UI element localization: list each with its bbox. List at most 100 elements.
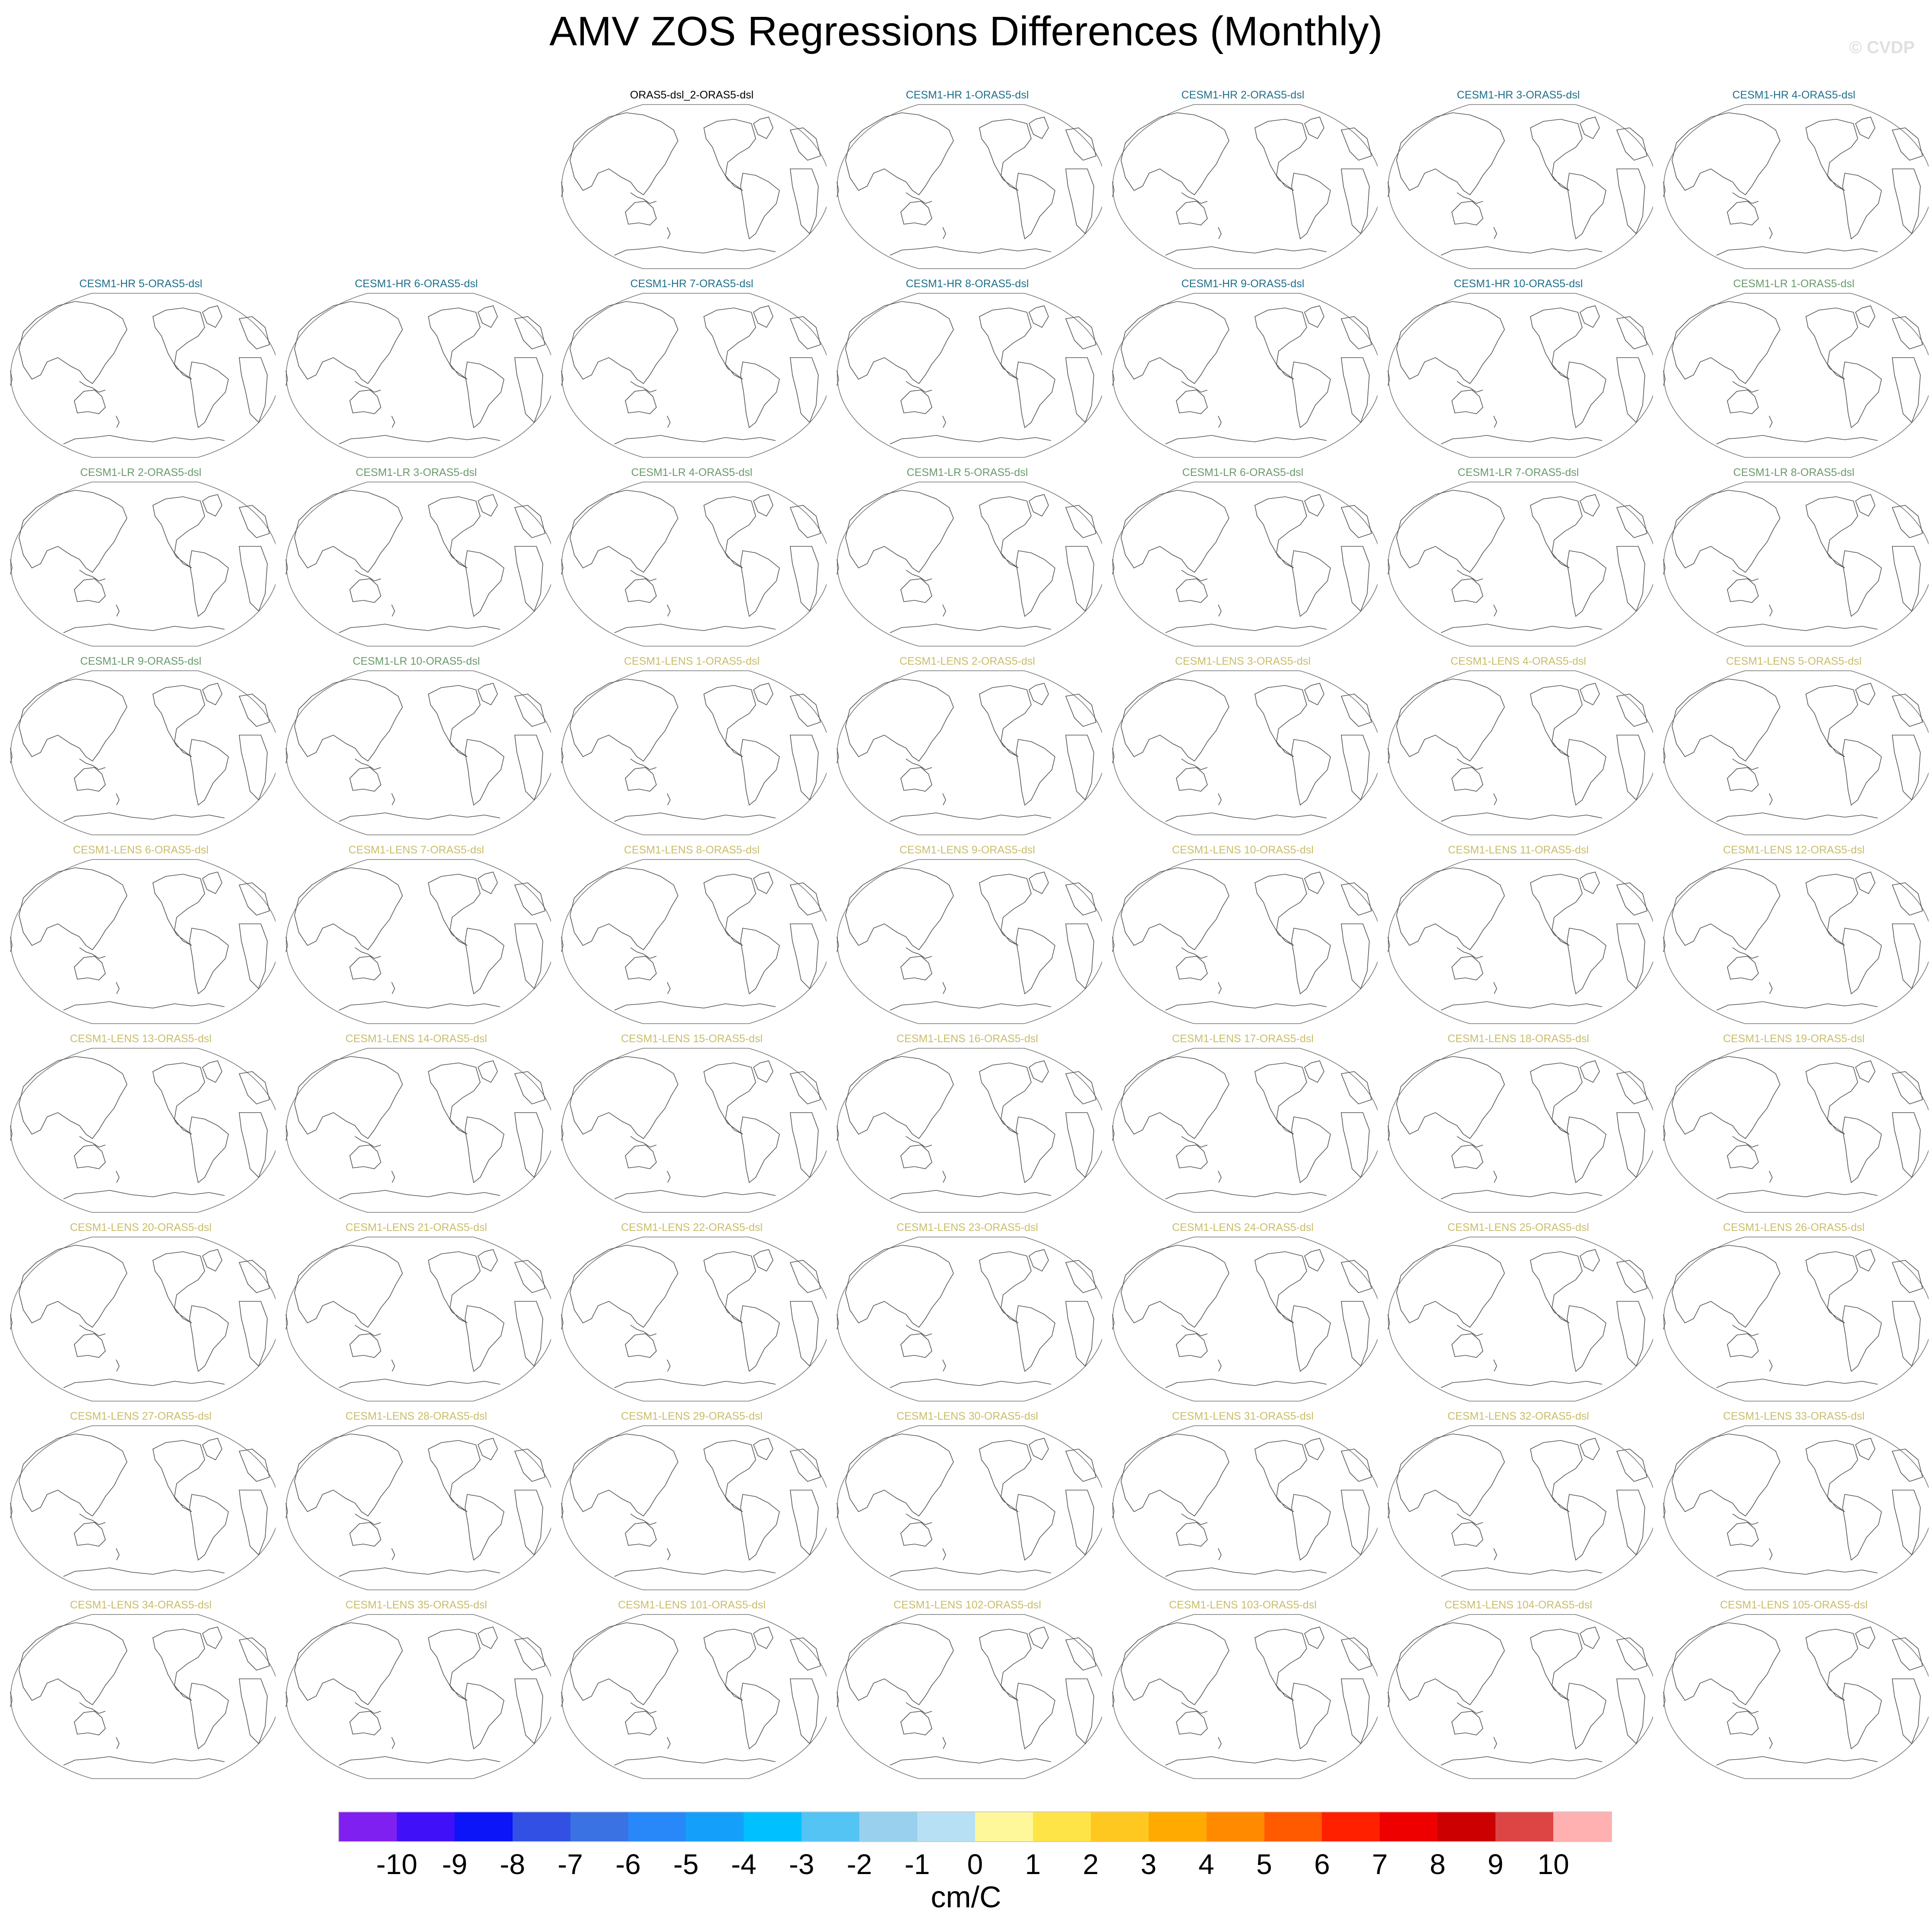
panel-title: CESM1-LENS 13-ORAS5-dsl [70,1033,212,1045]
map-panel: CESM1-LENS 23-ORAS5-dsl [833,1220,1102,1402]
panel-title: CESM1-LENS 2-ORAS5-dsl [899,655,1035,667]
globe-map [557,104,827,269]
colorbar-box [1438,1812,1496,1841]
panel-title: CESM1-LENS 6-ORAS5-dsl [73,844,209,856]
panel-title: CESM1-LENS 4-ORAS5-dsl [1451,655,1586,667]
map-panel: CESM1-LENS 1-ORAS5-dsl [557,654,827,835]
map-panel: CESM1-LENS 11-ORAS5-dsl [1384,843,1653,1024]
panel-title: CESM1-HR 9-ORAS5-dsl [1181,278,1305,290]
map-panel: CESM1-HR 4-ORAS5-dsl [1659,88,1929,269]
colorbar-box [1322,1812,1380,1841]
panel-title: CESM1-HR 5-ORAS5-dsl [79,278,203,290]
map-panel: CESM1-HR 6-ORAS5-dsl [282,276,551,458]
globe-map [282,293,551,458]
globe-map [6,1237,276,1402]
panel-title: CESM1-LENS 21-ORAS5-dsl [345,1221,487,1234]
map-panel: CESM1-LENS 33-ORAS5-dsl [1659,1409,1929,1590]
panel-title: CESM1-LR 8-ORAS5-dsl [1733,466,1855,479]
panel-title: CESM1-LR 4-ORAS5-dsl [631,466,753,479]
globe-map [1108,1048,1378,1213]
map-panel: CESM1-LENS 29-ORAS5-dsl [557,1409,827,1590]
map-panel: CESM1-HR 1-ORAS5-dsl [833,88,1102,269]
globe-map [557,670,827,835]
map-panel: CESM1-LR 9-ORAS5-dsl [6,654,276,835]
panel-title: ORAS5-dsl_2-ORAS5-dsl [630,89,754,101]
globe-map [833,1237,1102,1402]
colorbar-tick-label: 8 [1429,1848,1446,1880]
map-panel: CESM1-LENS 35-ORAS5-dsl [282,1598,551,1779]
panel-title: CESM1-LENS 102-ORAS5-dsl [893,1599,1041,1611]
colorbar-tick-label: 10 [1537,1848,1569,1880]
panel-title: CESM1-LENS 26-ORAS5-dsl [1723,1221,1865,1234]
globe-map [1659,859,1929,1024]
globe-map [282,1425,551,1590]
globe-map [1659,104,1929,269]
colorbar-box [1148,1812,1207,1841]
colorbar-box [1090,1812,1149,1841]
panel-title: CESM1-LENS 31-ORAS5-dsl [1172,1410,1314,1422]
map-panel: CESM1-LENS 4-ORAS5-dsl [1384,654,1653,835]
map-panel: CESM1-HR 5-ORAS5-dsl [6,276,276,458]
globe-map [833,1048,1102,1213]
globe-map [282,1237,551,1402]
map-panel: CESM1-LENS 26-ORAS5-dsl [1659,1220,1929,1402]
globe-map [833,670,1102,835]
panel-title: CESM1-LENS 18-ORAS5-dsl [1447,1033,1589,1045]
map-panel: CESM1-LR 8-ORAS5-dsl [1659,465,1929,647]
globe-map [1108,293,1378,458]
panel-title: CESM1-LENS 10-ORAS5-dsl [1172,844,1314,856]
globe-map [1108,482,1378,647]
colorbar-tick-label: 2 [1083,1848,1099,1880]
map-panel: CESM1-LENS 28-ORAS5-dsl [282,1409,551,1590]
panel-title: CESM1-LR 3-ORAS5-dsl [355,466,477,479]
colorbar-tick-label: -5 [673,1848,699,1880]
colorbar-tick-label: -1 [904,1848,930,1880]
globe-map [1659,1425,1929,1590]
map-panel: CESM1-LR 6-ORAS5-dsl [1108,465,1378,647]
panel-title: CESM1-LENS 27-ORAS5-dsl [70,1410,212,1422]
globe-map [6,859,276,1024]
map-panel: CESM1-LR 4-ORAS5-dsl [557,465,827,647]
globe-map [1384,104,1653,269]
globe-map [1384,1614,1653,1779]
globe-map [1108,104,1378,269]
panel-title: CESM1-LENS 11-ORAS5-dsl [1447,844,1589,856]
map-panel: CESM1-LENS 25-ORAS5-dsl [1384,1220,1653,1402]
panel-title: CESM1-HR 3-ORAS5-dsl [1457,89,1580,101]
map-panel: CESM1-LENS 16-ORAS5-dsl [833,1031,1102,1213]
map-panel: CESM1-LENS 21-ORAS5-dsl [282,1220,551,1402]
panel-title: CESM1-LR 10-ORAS5-dsl [352,655,480,667]
globe-map [282,1048,551,1213]
colorbar-tick-label: 9 [1487,1848,1504,1880]
colorbar-box [1495,1812,1554,1841]
map-panel: CESM1-LENS 103-ORAS5-dsl [1108,1598,1378,1779]
colorbar-tick-label: 0 [967,1848,983,1880]
panel-title: CESM1-LENS 33-ORAS5-dsl [1723,1410,1865,1422]
globe-map [1659,482,1929,647]
colorbar-tick-label: -9 [442,1848,468,1880]
panel-title: CESM1-LENS 25-ORAS5-dsl [1447,1221,1589,1234]
globe-map [833,482,1102,647]
globe-map [1108,859,1378,1024]
colorbar-box [339,1812,397,1841]
globe-map [557,1614,827,1779]
map-panel: CESM1-LENS 101-ORAS5-dsl [557,1598,827,1779]
panel-title: CESM1-LENS 1-ORAS5-dsl [624,655,760,667]
colorbar-tick-label: 7 [1372,1848,1388,1880]
panel-title: CESM1-LENS 29-ORAS5-dsl [621,1410,763,1422]
globe-map [6,1048,276,1213]
panel-title: CESM1-HR 10-ORAS5-dsl [1454,278,1583,290]
globe-map [557,293,827,458]
panel-title: CESM1-LENS 28-ORAS5-dsl [345,1410,487,1422]
map-panel: CESM1-LENS 15-ORAS5-dsl [557,1031,827,1213]
panel-title: CESM1-LR 6-ORAS5-dsl [1182,466,1304,479]
colorbar-tick-label: -3 [789,1848,814,1880]
panel-title: CESM1-LENS 20-ORAS5-dsl [70,1221,212,1234]
globe-map [1384,1237,1653,1402]
map-panel: CESM1-LENS 22-ORAS5-dsl [557,1220,827,1402]
panel-title: CESM1-LENS 9-ORAS5-dsl [899,844,1035,856]
panel-title: CESM1-LR 2-ORAS5-dsl [80,466,202,479]
globe-map [6,1614,276,1779]
globe-map [1659,293,1929,458]
colorbar-tick-label: 5 [1256,1848,1272,1880]
